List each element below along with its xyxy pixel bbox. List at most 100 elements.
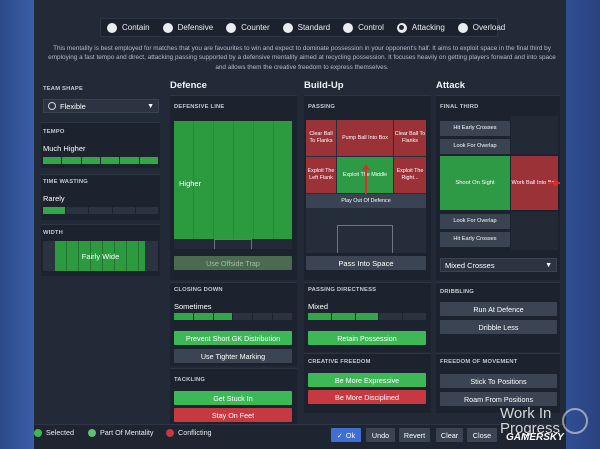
undo-button[interactable]: Undo (366, 428, 395, 442)
slider-segment[interactable] (100, 157, 120, 164)
chevron-down-icon: ▼ (147, 102, 154, 110)
slider-segment[interactable] (355, 313, 379, 320)
slider-segment[interactable] (43, 207, 66, 214)
roam-from-positions-button[interactable]: Roam From Positions (440, 392, 557, 406)
final-third-section: FINAL THIRD Hit Early Crosses Look For O… (436, 95, 560, 280)
radio-selected-icon[interactable] (396, 22, 407, 33)
slider-segment[interactable] (43, 157, 62, 164)
crosses-dropdown[interactable]: Mixed Crosses ▼ (440, 258, 557, 272)
tackling-section: TACKLING Get Stuck In Stay On Feet (170, 368, 297, 424)
dribbling-section: DRIBBLING Run At Defence Dribble Less (436, 282, 560, 352)
revert-button[interactable]: Revert (399, 428, 430, 442)
retain-possession-button[interactable]: Retain Possession (308, 331, 426, 345)
ok-button[interactable]: ✓ Ok (331, 428, 361, 442)
slider-segment[interactable] (233, 313, 253, 320)
width-pitch[interactable]: Fairly Wide (43, 241, 158, 271)
radio-icon[interactable] (457, 22, 468, 33)
mentality-overload[interactable]: Overload (457, 22, 505, 33)
closing-down-label: CLOSING DOWN (174, 287, 223, 293)
prevent-short-gk-button[interactable]: Prevent Short GK Distribution (174, 331, 292, 345)
run-at-defence-button[interactable]: Run At Defence (440, 302, 557, 316)
slider-segment[interactable] (81, 157, 100, 164)
width-section: WIDTH Fairly Wide (41, 224, 160, 276)
slider-segment[interactable] (112, 207, 135, 214)
light-green-dot-icon (88, 428, 96, 437)
slider-segment[interactable] (273, 313, 292, 320)
closing-down-value: Sometimes (174, 302, 212, 311)
time-wasting-slider[interactable] (43, 207, 159, 214)
legend-conflicting: Conflicting (166, 428, 212, 437)
width-label: WIDTH (43, 230, 63, 236)
slider-segment[interactable] (193, 313, 213, 320)
look-for-overlap-top-cell[interactable]: Look For Overlap (440, 139, 510, 154)
radio-icon[interactable] (162, 22, 173, 33)
tempo-slider[interactable] (43, 157, 158, 164)
defensive-line-pitch[interactable]: Higher (174, 121, 292, 249)
defence-column: Defence DEFENSIVE LINE Higher Use Offsid… (170, 80, 297, 424)
slider-segment[interactable] (253, 313, 273, 320)
team-shape-dropdown[interactable]: Flexible ▼ (43, 99, 159, 113)
freedom-of-movement-section: FREEDOM OF MOVEMENT Stick To Positions R… (436, 353, 560, 413)
slider-segment[interactable] (213, 313, 233, 320)
clear-ball-left-cell[interactable]: Clear Ball To Flanks (306, 120, 336, 156)
shoot-on-sight-cell[interactable]: Shoot On Sight (440, 156, 510, 210)
mentality-standard[interactable]: Standard (282, 22, 330, 33)
tighter-marking-button[interactable]: Use Tighter Marking (174, 349, 292, 363)
defensive-line-label: DEFENSIVE LINE (174, 104, 225, 110)
mentality-contain[interactable]: Contain (107, 22, 150, 33)
radio-icon[interactable] (226, 22, 237, 33)
slider-segment[interactable] (174, 313, 193, 320)
slider-segment[interactable] (66, 207, 89, 214)
watermark-text: Work In Progress (500, 405, 561, 437)
radio-icon[interactable] (107, 22, 117, 33)
offside-trap-button[interactable]: Use Offside Trap (174, 256, 292, 270)
mentality-control[interactable]: Control (343, 22, 384, 33)
closing-down-section: CLOSING DOWN Sometimes Prevent Short GK … (170, 282, 297, 366)
radio-icon[interactable] (343, 22, 354, 33)
slider-segment[interactable] (89, 207, 112, 214)
mentality-counter[interactable]: Counter (226, 22, 270, 33)
clear-button[interactable]: Clear (436, 428, 463, 442)
get-stuck-in-button[interactable]: Get Stuck In (174, 391, 292, 405)
width-value: Fairly Wide (81, 251, 120, 261)
close-button[interactable]: Close (467, 428, 497, 442)
slider-segment[interactable] (331, 313, 355, 320)
passing-directness-value: Mixed (308, 302, 329, 311)
mentality-attacking[interactable]: Attacking (396, 22, 445, 33)
hit-early-crosses-top-cell[interactable]: Hit Early Crosses (440, 121, 510, 136)
exploit-right-cell[interactable]: Exploit The Right... (394, 157, 426, 193)
background-left (0, 0, 34, 449)
pass-into-space-button[interactable]: Pass Into Space (306, 256, 426, 270)
tackling-label: TACKLING (174, 377, 206, 383)
slider-segment[interactable] (120, 157, 139, 164)
radio-icon[interactable] (282, 22, 293, 33)
slider-segment[interactable] (135, 207, 159, 214)
dribbling-label: DRIBBLING (440, 289, 475, 295)
hit-early-crosses-bottom-cell[interactable]: Hit Early Crosses (440, 232, 510, 247)
passing-directness-slider[interactable] (308, 313, 426, 320)
play-out-of-defence-cell[interactable]: Play Out Of Defence (306, 194, 426, 208)
pitch-empty-bottom (511, 212, 558, 250)
pitch-empty-top (511, 116, 558, 154)
pump-ball-cell[interactable]: Pump Ball Into Box (337, 120, 393, 156)
stick-to-positions-button[interactable]: Stick To Positions (440, 374, 557, 388)
be-more-disciplined-button[interactable]: Be More Disciplined (308, 390, 426, 404)
look-for-overlap-bottom-cell[interactable]: Look For Overlap (440, 214, 510, 229)
slider-segment[interactable] (62, 157, 81, 164)
be-more-expressive-button[interactable]: Be More Expressive (308, 373, 426, 387)
brand-watermark: GAMERSKY (506, 432, 564, 443)
slider-segment[interactable] (139, 157, 158, 164)
slider-segment[interactable] (403, 313, 426, 320)
closing-down-slider[interactable] (174, 313, 292, 320)
pitch-box-line (337, 225, 393, 253)
green-dot-icon (34, 428, 42, 437)
exploit-left-cell[interactable]: Exploit The Left Flank (306, 157, 336, 193)
mentality-defensive[interactable]: Defensive (162, 22, 213, 33)
passing-directness-section: PASSING DIRECTNESS Mixed Retain Possessi… (304, 282, 431, 352)
dribble-less-button[interactable]: Dribble Less (440, 320, 557, 334)
slider-segment[interactable] (308, 313, 331, 320)
stay-on-feet-button[interactable]: Stay On Feet (174, 408, 292, 422)
defensive-line-value: Higher (179, 179, 202, 188)
clear-ball-right-cell[interactable]: Clear Ball To Flanks (394, 120, 426, 156)
slider-segment[interactable] (379, 313, 403, 320)
